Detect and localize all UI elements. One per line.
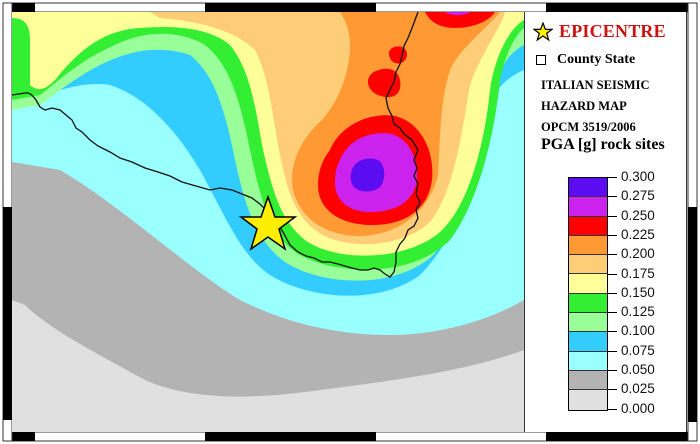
- scale-label: 0.300: [621, 169, 655, 184]
- scale-band-0-025: [569, 370, 607, 391]
- scale-label: 0.100: [621, 323, 655, 338]
- scale-band-0-125: [569, 293, 607, 314]
- legend-county: County State: [536, 52, 635, 68]
- map-title-line-2: HAZARD MAP: [541, 99, 627, 113]
- scale-tick: [608, 235, 617, 236]
- legend-panel: EPICENTRE County State ITALIAN SEISMIC H…: [524, 12, 687, 432]
- band-0-275: [350, 158, 385, 192]
- scale-band-0-225: [569, 216, 607, 236]
- scale-band-0-275: [569, 178, 607, 198]
- legend-epicentre: EPICENTRE: [533, 21, 666, 42]
- scale-tick: [608, 389, 617, 390]
- epicentre-star-icon: [238, 194, 298, 251]
- scale-tick: [608, 351, 617, 352]
- scale-tick: [608, 331, 617, 332]
- scale-band-0-000: [569, 390, 607, 410]
- scale-band-0-250: [569, 197, 607, 217]
- map-title-line-3: OPCM 3519/2006: [541, 120, 636, 134]
- scale-tick: [608, 312, 617, 313]
- scale-label: 0.175: [621, 266, 655, 281]
- scale-label: 0.250: [621, 208, 655, 223]
- scale-label: 0.275: [621, 188, 655, 203]
- epicentre-label: EPICENTRE: [559, 21, 666, 41]
- scale-tick: [608, 177, 617, 178]
- scale-label: 0.075: [621, 343, 655, 358]
- scale-tick: [608, 216, 617, 217]
- scale-label: 0.025: [621, 381, 655, 396]
- square-outline-icon: [536, 55, 546, 65]
- scale-label: 0.125: [621, 304, 655, 319]
- county-border: [12, 12, 421, 278]
- scale-label: 0.200: [621, 246, 655, 261]
- county-label: County State: [557, 52, 636, 67]
- scale-band-0-150: [569, 274, 607, 294]
- band-0-225-top: [425, 12, 495, 28]
- scale-tick: [608, 370, 617, 371]
- map-title-line-1: ITALIAN SEISMIC: [541, 78, 650, 92]
- color-scale: [568, 177, 608, 411]
- scale-label: 0.050: [621, 362, 655, 377]
- scale-band-0-200: [569, 235, 607, 256]
- scale-label: 0.225: [621, 227, 655, 242]
- scale-band-0-175: [569, 255, 607, 275]
- scale-tick: [608, 254, 617, 255]
- quantity-label: PGA [g] rock sites: [541, 136, 665, 153]
- seismic-hazard-map: [12, 12, 524, 432]
- star-icon: [533, 21, 553, 41]
- scale-band-0-100: [569, 313, 607, 333]
- scale-tick: [608, 293, 617, 294]
- scale-tick: [608, 274, 617, 275]
- scale-tick: [608, 409, 617, 410]
- scale-label: 0.150: [621, 285, 655, 300]
- scale-band-0-050: [569, 351, 607, 371]
- scale-label: 0.000: [621, 401, 655, 416]
- scale-band-0-075: [569, 332, 607, 352]
- scale-tick: [608, 196, 617, 197]
